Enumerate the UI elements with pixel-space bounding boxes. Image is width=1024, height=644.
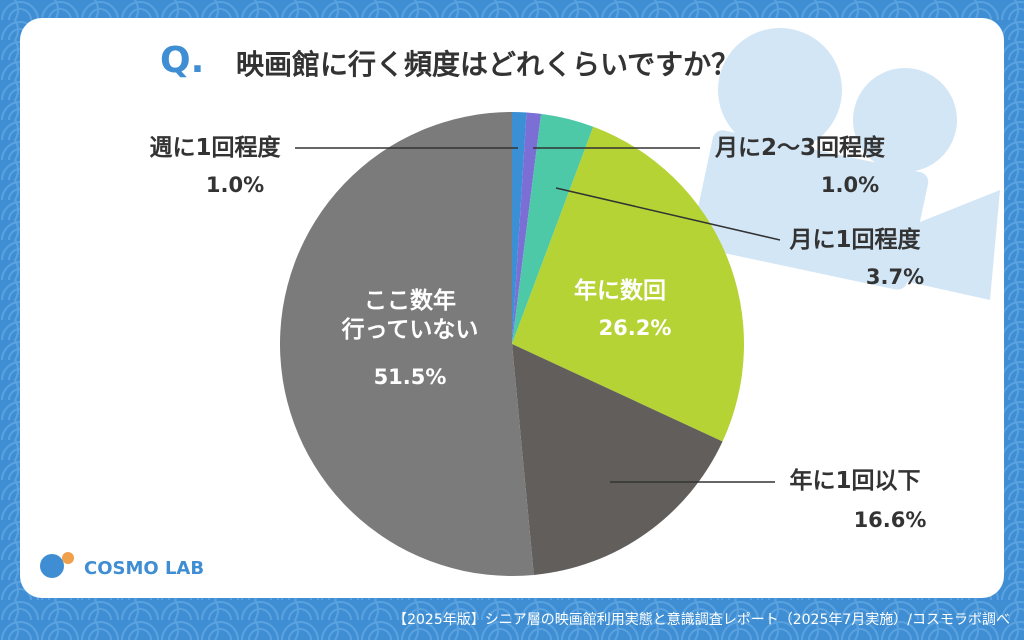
slice-label: 月に2〜3回程度 [714,134,886,161]
footer: 【2025年版】シニア層の映画館利用実態と意識調査レポート（2025年7月実施）… [393,611,1010,628]
value-label: 16.6% [854,508,927,532]
value-label: 1.0% [206,173,264,197]
pie-slice [512,344,723,575]
slice-label: 年に1回以下 [789,467,920,494]
pie-slice [279,112,534,577]
value-label: 51.5% [374,365,447,389]
slice-label: 月に1回程度 [788,226,921,253]
logo: COSMO LAB [40,552,204,579]
chart-title: 映画館に行く頻度はどれくらいですか？ [236,48,739,81]
value-label: 1.0% [821,173,879,197]
value-label: 3.7% [866,265,924,289]
pie-slice [512,112,542,345]
slice-label: 週に1回程度 [149,134,281,161]
slice-label: 年に数回 [574,277,666,304]
pie-slice [512,126,744,442]
title-prefix: Q. [160,40,204,81]
slice-label: ここ数年行っていない [341,287,479,343]
logo-text: COSMO LAB [84,558,204,579]
pie-slice [512,113,594,344]
value-label: 26.2% [599,316,672,340]
leader-line [555,187,781,241]
camera-decoration [691,28,1000,300]
pie-slice [512,112,527,344]
